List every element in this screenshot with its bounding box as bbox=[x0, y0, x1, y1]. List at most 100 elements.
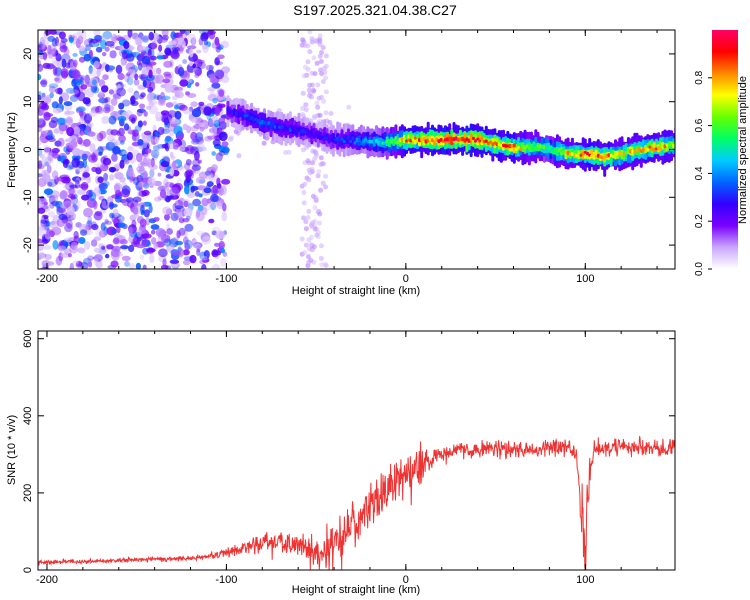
spectrogram-cell bbox=[309, 82, 315, 88]
spectrogram-cell bbox=[128, 174, 134, 183]
spectrogram-ridge-cell bbox=[312, 134, 316, 139]
spectrogram-cell bbox=[119, 159, 125, 169]
spectrogram-cell bbox=[307, 88, 313, 94]
spectrogram-cell bbox=[149, 81, 156, 92]
spectrogram-cell bbox=[189, 254, 197, 264]
spectrogram-cell bbox=[78, 163, 84, 168]
spectrogram-cell bbox=[156, 55, 165, 60]
spectrogram-cell bbox=[129, 227, 135, 234]
spectrogram-cell bbox=[134, 73, 139, 81]
spectrogram-cell bbox=[39, 80, 48, 85]
spectrogram-x-label: Height of straight line (km) bbox=[292, 285, 420, 297]
spectrogram-cell bbox=[312, 226, 318, 232]
spectrogram-cell bbox=[301, 215, 306, 221]
spectrogram-cell bbox=[312, 71, 318, 77]
spectrogram-cell bbox=[172, 203, 177, 212]
spectrogram-cell bbox=[164, 47, 172, 56]
spectrogram-cell bbox=[150, 149, 160, 159]
spectrogram-ridge-cell bbox=[280, 125, 284, 129]
spectrogram-cell bbox=[116, 87, 126, 97]
spectrogram-cell bbox=[75, 177, 81, 184]
spectrogram-cell bbox=[209, 73, 216, 84]
spectrogram-cell bbox=[132, 206, 139, 215]
spectrogram-cell bbox=[91, 79, 97, 86]
spectrogram-cell bbox=[58, 245, 67, 252]
spectrogram-cell bbox=[46, 229, 55, 237]
spectrogram-cell bbox=[39, 36, 46, 46]
spectrogram-cell bbox=[55, 53, 62, 62]
spectrogram-cell bbox=[38, 63, 44, 72]
spectrogram-cell bbox=[138, 182, 148, 187]
spectrogram-cell bbox=[305, 215, 311, 221]
spectrogram-cell bbox=[151, 40, 158, 50]
spectrogram-cell bbox=[51, 200, 59, 207]
spectrogram-cell bbox=[148, 31, 154, 41]
spectrogram-cell bbox=[108, 166, 117, 173]
spectrogram-cell bbox=[120, 245, 129, 250]
spectrogram-ridge-cell bbox=[471, 136, 475, 140]
spectrogram-cell bbox=[103, 104, 111, 112]
spectrogram-ridge-cell bbox=[235, 111, 238, 115]
spectrogram-cell bbox=[104, 96, 109, 104]
y-tick-label: 0 bbox=[22, 567, 34, 573]
spectrogram-cell bbox=[303, 219, 309, 225]
snr-series-line bbox=[38, 436, 675, 570]
spectrogram-ridge-cell bbox=[523, 146, 527, 150]
spectrogram-cell bbox=[182, 249, 190, 256]
spectrogram-cell bbox=[81, 153, 88, 161]
spectrogram-cell bbox=[156, 143, 161, 152]
spectrogram-cell bbox=[178, 46, 184, 54]
spectrogram-ridge-cell bbox=[275, 125, 279, 129]
spectrogram-cell bbox=[108, 115, 117, 125]
spectrogram-cell bbox=[68, 253, 72, 258]
spectrogram-cell bbox=[78, 237, 86, 244]
spectrogram-cell bbox=[77, 137, 83, 145]
spectrogram-cell bbox=[143, 130, 152, 136]
spectrogram-cell bbox=[164, 213, 170, 221]
spectrogram-cell bbox=[142, 80, 147, 88]
spectrogram-cell bbox=[134, 92, 140, 99]
spectrogram-cell bbox=[188, 106, 194, 112]
spectrogram-cell bbox=[91, 166, 98, 173]
spectrogram-cell bbox=[146, 95, 151, 102]
spectrogram-cell bbox=[201, 207, 208, 216]
spectrogram-cell bbox=[137, 139, 144, 146]
spectrogram-cell bbox=[98, 230, 107, 238]
spectrogram-cell bbox=[102, 36, 109, 41]
spectrogram-cell bbox=[111, 153, 118, 162]
spectrogram-cell bbox=[221, 185, 227, 195]
spectrogram-cell bbox=[323, 63, 329, 69]
spectrogram-cell bbox=[145, 241, 152, 247]
spectrogram-cell bbox=[195, 68, 202, 76]
spectrogram-cell bbox=[60, 67, 68, 78]
spectrogram-cell bbox=[220, 40, 229, 49]
spectrogram-cell bbox=[186, 191, 196, 198]
spectrogram-cell bbox=[54, 77, 60, 82]
spectrogram-cell bbox=[195, 82, 200, 87]
spectrogram-cell bbox=[136, 190, 142, 198]
y-tick-label: 20 bbox=[22, 48, 34, 60]
x-tick-label: 100 bbox=[576, 273, 594, 285]
spectrogram-cell bbox=[143, 111, 148, 117]
spectrogram-cell bbox=[60, 38, 68, 43]
spectrogram-cell bbox=[93, 30, 101, 36]
spectrogram-ridge-cell bbox=[551, 149, 555, 155]
spectrogram-cell bbox=[317, 112, 323, 118]
spectrogram-cell bbox=[147, 177, 156, 187]
spectrogram-cell bbox=[93, 255, 98, 260]
spectrogram-cell bbox=[184, 170, 192, 179]
spectrogram-cell bbox=[136, 152, 143, 163]
spectrogram-cell bbox=[105, 65, 116, 71]
spectrogram-cell bbox=[201, 198, 209, 207]
spectrogram-cell bbox=[197, 146, 208, 152]
spectrogram-cell bbox=[118, 252, 124, 257]
spectrogram-cell bbox=[182, 107, 193, 115]
colorbar-label: Normalized spectral amplitude bbox=[737, 76, 749, 224]
spectrogram-cell bbox=[38, 207, 46, 214]
spectrogram-cell bbox=[49, 92, 54, 99]
spectrogram-cell bbox=[38, 118, 46, 128]
spectrogram-cell bbox=[317, 53, 323, 59]
spectrogram-cell bbox=[206, 181, 214, 187]
spectrogram-cell bbox=[61, 70, 68, 79]
spectrogram-cell bbox=[141, 37, 149, 42]
